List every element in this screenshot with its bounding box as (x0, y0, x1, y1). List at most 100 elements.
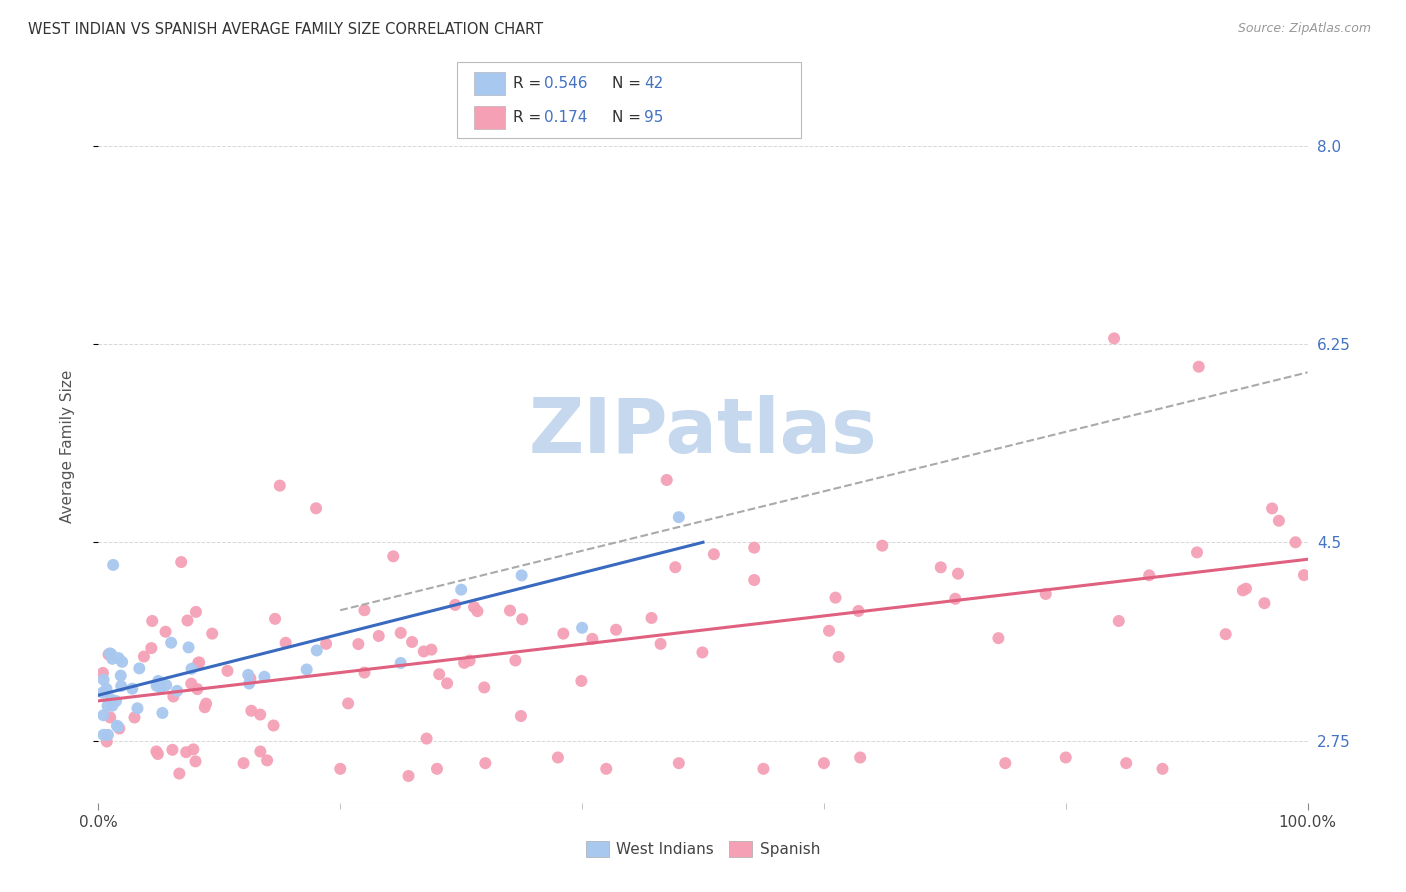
Point (1292, 568, 1315, 582)
Point (389, 656, 412, 670)
Point (389, 626, 412, 640)
Point (943, 591, 966, 606)
Point (436, 676, 458, 690)
Point (249, 744, 271, 758)
Point (458, 653, 481, 667)
Point (1035, 587, 1057, 601)
Point (382, 549, 405, 564)
Point (412, 644, 434, 658)
Point (124, 710, 146, 724)
Point (93, 708, 115, 723)
Point (188, 656, 211, 670)
Point (1268, 514, 1291, 528)
Point (170, 555, 193, 569)
Point (98, 710, 121, 724)
Point (1115, 756, 1137, 771)
Point (177, 640, 200, 655)
Point (105, 694, 128, 708)
Point (187, 656, 209, 670)
Point (329, 762, 352, 776)
Point (100, 692, 122, 706)
Point (162, 690, 184, 704)
Point (668, 510, 690, 524)
Point (827, 650, 849, 665)
Text: Source: ZipAtlas.com: Source: ZipAtlas.com (1237, 22, 1371, 36)
Point (91, 686, 114, 700)
Point (176, 614, 198, 628)
Point (444, 598, 467, 612)
Point (101, 698, 124, 713)
Point (1188, 359, 1211, 374)
Point (353, 603, 375, 617)
Point (426, 762, 449, 776)
Point (264, 612, 287, 626)
Point (450, 582, 472, 597)
Point (181, 742, 204, 756)
Point (201, 626, 224, 640)
Point (453, 656, 475, 670)
Point (96, 734, 118, 748)
Point (160, 636, 183, 650)
Point (295, 663, 318, 677)
Point (474, 756, 496, 771)
Legend: West Indians, Spanish: West Indians, Spanish (579, 835, 827, 863)
Point (93, 728, 115, 742)
Point (194, 700, 217, 714)
Point (98, 647, 121, 661)
Point (668, 756, 690, 771)
Point (510, 568, 533, 582)
Point (946, 566, 969, 581)
Point (184, 605, 207, 619)
Point (1232, 583, 1254, 598)
Point (994, 756, 1017, 771)
Point (110, 679, 132, 693)
Point (180, 662, 202, 676)
Point (238, 667, 260, 681)
Point (148, 673, 170, 688)
Point (640, 611, 662, 625)
Point (1215, 627, 1237, 641)
Point (813, 756, 835, 771)
Point (752, 762, 775, 776)
Point (510, 612, 533, 626)
Point (692, 645, 714, 659)
Point (305, 643, 328, 657)
Point (101, 558, 124, 572)
Point (509, 709, 531, 723)
Text: N =: N = (612, 111, 645, 125)
Point (1054, 750, 1077, 764)
Point (110, 668, 132, 682)
Point (162, 743, 184, 757)
Point (849, 750, 872, 764)
Point (96, 681, 118, 696)
Point (108, 722, 131, 736)
Point (132, 649, 155, 664)
Point (127, 701, 149, 715)
Point (195, 697, 218, 711)
Point (1284, 535, 1306, 549)
Point (305, 501, 328, 516)
Point (398, 769, 420, 783)
Y-axis label: Average Family Size: Average Family Size (60, 369, 75, 523)
Point (97, 728, 120, 742)
Point (174, 745, 197, 759)
Point (664, 560, 686, 574)
Point (467, 604, 489, 618)
Point (274, 636, 297, 650)
Point (571, 621, 593, 635)
Point (169, 766, 191, 780)
Text: WEST INDIAN VS SPANISH AVERAGE FAMILY SIZE CORRELATION CHART: WEST INDIAN VS SPANISH AVERAGE FAMILY SI… (28, 22, 543, 37)
Point (1137, 568, 1160, 582)
Text: 95: 95 (644, 111, 664, 125)
Point (401, 635, 423, 649)
Point (415, 731, 437, 746)
Point (100, 648, 122, 662)
Point (353, 665, 375, 680)
Text: N =: N = (612, 77, 645, 91)
Point (1261, 501, 1284, 516)
Point (256, 753, 278, 767)
Point (155, 678, 177, 692)
Point (1253, 596, 1275, 610)
Point (547, 750, 569, 764)
Point (818, 624, 841, 638)
